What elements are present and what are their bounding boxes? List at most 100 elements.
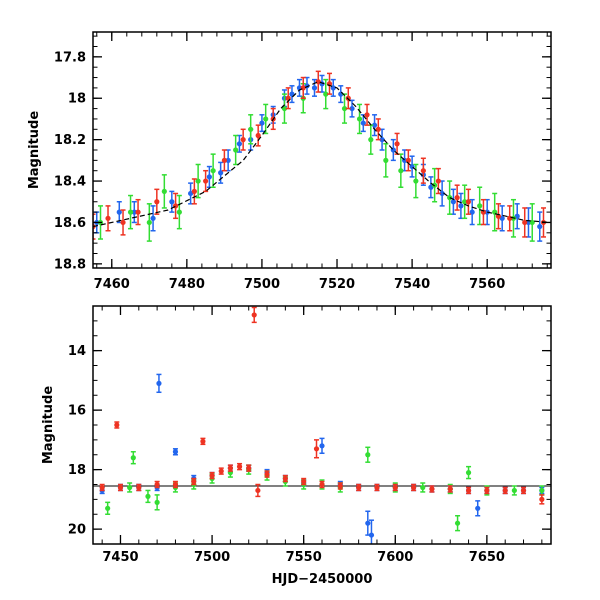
data-point [172,192,179,220]
data-point [465,486,472,495]
data-point [116,201,122,224]
data-point [255,124,261,147]
y-tick-label: 17.8 [54,50,86,65]
data-point [398,153,404,189]
data-point [172,480,179,489]
data-point [319,480,325,489]
data-point [454,184,460,211]
data-point [105,501,111,515]
data-point [206,165,212,189]
bottom-series-0 [99,373,545,544]
data-point [114,421,120,429]
top-panel-y-axis-label: Magnitude [27,111,42,190]
data-point [315,70,321,93]
y-tick-label: 18.2 [54,133,86,148]
data-point [145,489,151,504]
data-point [169,190,175,213]
data-point [285,87,291,110]
data-point [209,471,215,480]
data-point [154,188,160,215]
data-point [240,128,246,151]
data-point [99,483,105,492]
data-point [502,486,508,495]
x-tick-label: 7450 [102,550,138,565]
data-point [356,103,363,135]
data-point [360,114,366,133]
model-curve-line [93,81,551,228]
y-tick-label: 18 [68,92,86,107]
data-point [161,174,167,209]
data-point [191,178,197,205]
top-series-2 [93,70,547,240]
data-point [368,124,374,155]
data-point [218,467,224,475]
top-panel-frame [92,31,552,269]
data-point [465,465,472,480]
data-point [364,103,370,126]
data-point [130,451,136,465]
data-point [323,78,329,110]
top-panel-model-curve [93,81,551,228]
data-point [176,194,182,230]
data-point [105,205,111,232]
y-tick-label: 16 [68,404,86,419]
y-tick-label: 18.8 [54,257,86,272]
data-point [411,483,417,492]
data-point [117,483,124,492]
data-point [120,209,126,236]
bottom-panel-x-axis-label: HJD−2450000 [272,572,373,587]
data-point [374,483,380,492]
data-point [195,163,201,199]
data-point [154,480,160,489]
data-point [495,203,502,230]
data-point [255,483,261,498]
data-point [188,182,194,205]
bottom-panel-ticks: 7450 7500 7550 7600 7650 14 16 18 20 [68,305,551,565]
data-point [371,114,378,137]
data-point [281,93,288,124]
top-series-0 [94,74,543,242]
data-point [156,373,162,394]
x-tick-label: 7500 [244,277,280,292]
data-point [420,482,426,493]
data-point [409,155,415,178]
data-point [210,153,216,189]
data-point [375,118,381,141]
data-point [326,72,333,95]
data-point [507,205,513,232]
data-point [428,176,434,199]
data-point [311,78,318,97]
bottom-series-2 [99,306,545,505]
data-point [301,477,307,486]
data-point [200,437,206,446]
bottom-panel-frame [92,305,552,545]
data-point [462,184,468,220]
data-point [529,203,535,242]
x-tick-label: 7480 [169,277,205,292]
data-point [469,198,475,226]
data-point [454,514,461,532]
data-point [233,134,239,166]
data-point [465,188,472,215]
data-point [420,157,426,184]
x-tick-label: 7540 [394,277,430,292]
data-point [227,464,233,472]
data-point [349,99,355,118]
data-point [191,477,197,486]
data-point [136,483,142,492]
y-tick-label: 18 [68,463,86,478]
data-point [511,485,517,496]
bottom-panel: 7450 7500 7550 7600 7650 14 16 18 20 Magnitude H… [41,305,552,587]
top-panel: 7460 7480 7500 7520 7540 7560 17.8 18 18.2 18.4 18… [27,31,552,292]
data-point [282,474,288,483]
top-panel-ticks: 7460 7480 7500 7520 7540 7560 17.8 18 18.2 18.4 18… [54,32,551,292]
data-point [429,485,435,493]
data-point [236,134,243,153]
data-point [499,205,505,232]
data-point [300,76,306,99]
data-point [313,439,320,459]
top-panel-data-points [93,70,547,242]
data-point [480,198,487,226]
x-tick-label: 7460 [94,277,130,292]
